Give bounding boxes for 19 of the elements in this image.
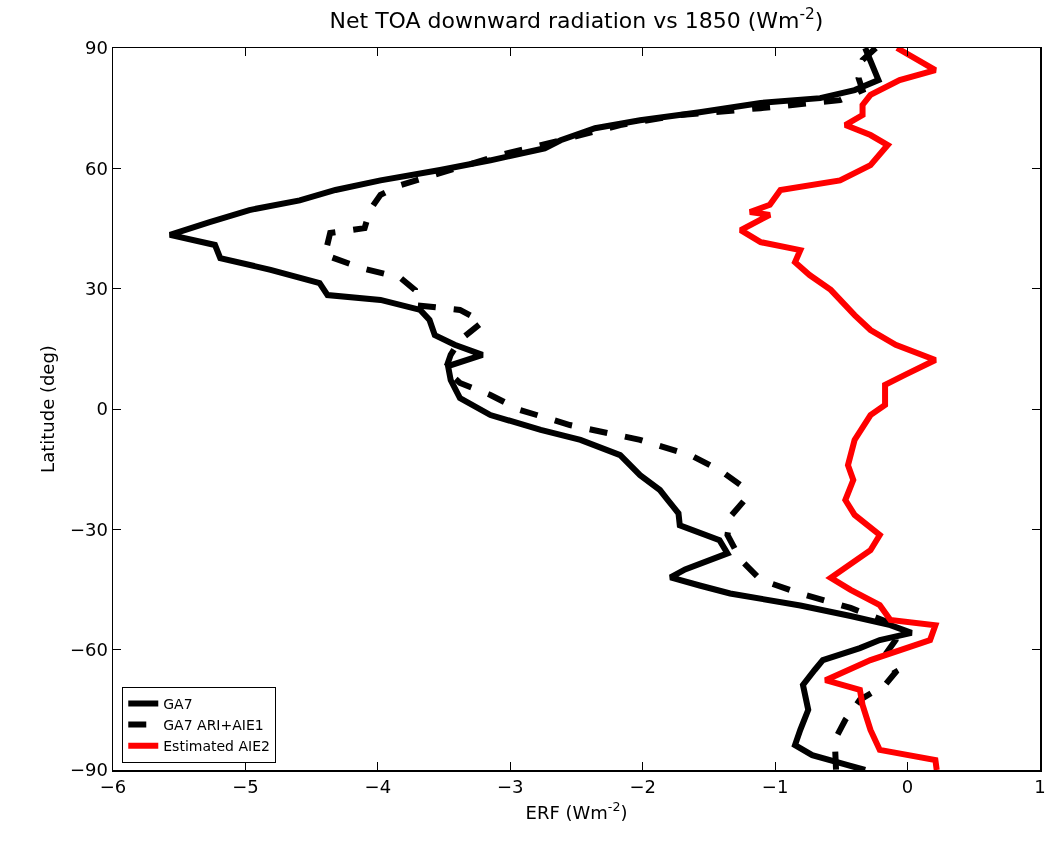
legend-label: GA7 ARI+AIE1 — [163, 717, 264, 734]
y-tick-label: −60 — [69, 638, 108, 660]
x-tick-label: 0 — [901, 776, 914, 798]
x-tick-label: −2 — [629, 776, 656, 798]
x-tick-label: 1 — [1034, 776, 1046, 798]
y-tick-label: −30 — [69, 518, 108, 540]
x-tick-label: −3 — [497, 776, 524, 798]
chart-title: Net TOA downward radiation vs 1850 (Wm$^{-2}$) — [329, 4, 824, 34]
x-tick-label: −4 — [364, 776, 392, 798]
x-tick-label: −5 — [232, 776, 259, 798]
y-tick-label: 0 — [96, 398, 108, 420]
legend-label: GA7 — [163, 695, 193, 712]
y-tick-label: 90 — [84, 37, 108, 59]
y-tick-label: 30 — [84, 277, 108, 299]
x-axis-title: ERF (Wm$^{-2}$) — [525, 799, 628, 823]
x-tick-label: −1 — [761, 776, 789, 798]
y-tick-label: 60 — [84, 157, 108, 179]
y-axis-title: Latitude (deg) — [37, 345, 59, 473]
legend-label: Estimated AIE2 — [163, 738, 270, 755]
